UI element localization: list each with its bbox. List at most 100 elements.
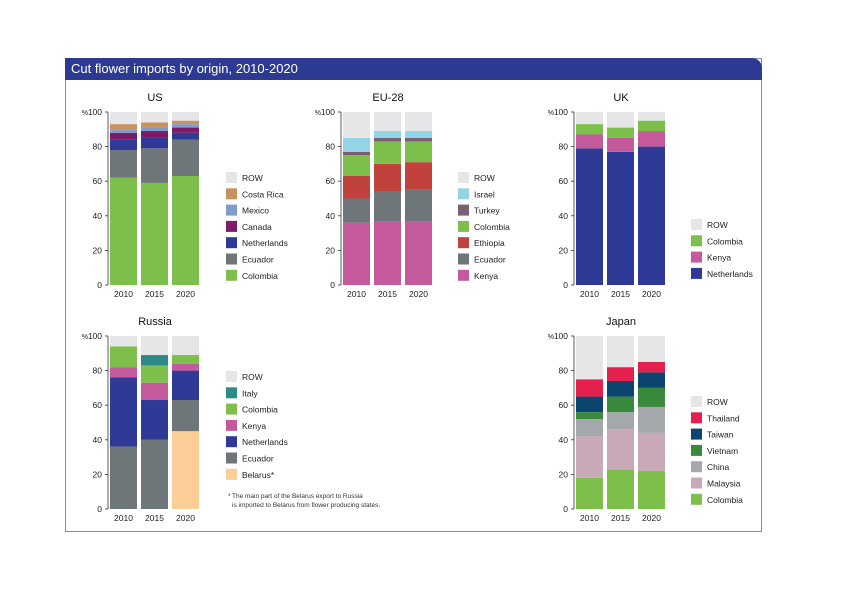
bar-segment-us [110,124,137,130]
x-tick-label-russia: 2010 [114,513,133,523]
x-tick-label-japan: 2010 [580,513,599,523]
bar-segment-uk [638,146,665,285]
legend-label-us: Mexico [242,206,269,216]
bar-segment-us [110,129,137,133]
chart-title-us: US [147,92,162,104]
legend-label-eu-28: Israel [474,189,495,199]
bar-segment-us [172,124,199,128]
x-tick-label-eu-28: 2015 [378,289,397,299]
bar-segment-uk [607,151,634,285]
legend-label-eu-28: Ethiopia [474,238,505,248]
legend-label-japan: China [707,462,729,472]
bar-segment-eu-28 [374,141,401,164]
bar-segment-us [110,150,137,178]
footnote-star: * [228,493,231,500]
bar-segment-japan [576,379,603,397]
bar-segment-japan [638,336,665,362]
legend-label-japan: Malaysia [707,479,741,489]
legend-label-eu-28: Ecuador [474,255,506,265]
bar-segment-uk [607,137,634,152]
bar-segment-us [110,112,137,125]
y-tick-label-uk: 80 [559,142,569,152]
legend-swatch-japan [691,396,702,407]
legend-label-uk: Netherlands [707,269,753,279]
legend-label-japan: Vietnam [707,446,738,456]
legend-swatch-eu-28 [458,172,469,183]
legend-swatch-eu-28 [458,204,469,216]
bar-segment-eu-28 [405,112,432,132]
legend-label-uk: ROW [707,220,728,230]
bar-segment-us [172,120,199,125]
legend-label-russia: Colombia [242,405,278,415]
bar-segment-russia [141,355,168,366]
y-tick-label-russia: 80 [93,366,103,376]
legend-swatch-russia [226,403,237,415]
y-tick-label-us: 60 [93,176,103,186]
bar-segment-russia [172,370,199,401]
legend-swatch-us [226,253,237,265]
y-unit-label-us: % [82,110,88,117]
legend-label-us: Colombia [242,271,278,281]
legend-label-japan: Thailand [707,413,740,423]
bar-segment-russia [172,355,199,364]
bar-segment-japan [576,419,603,437]
x-tick-label-russia: 2020 [176,513,195,523]
bar-segment-russia [172,431,199,509]
y-tick-label-uk: 100 [554,107,568,117]
y-tick-label-eu-28: 0 [330,280,335,290]
x-tick-label-us: 2020 [176,289,195,299]
bar-segment-eu-28 [343,151,370,156]
bar-segment-us [172,112,199,121]
legend-label-eu-28: ROW [474,173,495,183]
bar-segment-us [141,131,168,138]
bar-segment-us [172,139,199,177]
bar-segment-eu-28 [405,220,432,285]
bar-segment-russia [110,377,137,447]
legend-label-russia: Kenya [242,421,266,431]
bar-segment-uk [576,112,603,125]
x-tick-label-japan: 2020 [642,513,661,523]
legend-label-us: ROW [242,173,263,183]
bar-segment-uk [607,112,634,128]
bar-segment-eu-28 [405,141,432,163]
bar-segment-japan [607,429,634,470]
chart-title-eu-28: EU-28 [372,92,403,104]
bar-segment-us [141,127,168,132]
legend-label-japan: Colombia [707,495,743,505]
bar-segment-us [141,122,168,128]
bar-segment-eu-28 [343,222,370,285]
figure-title: Cut flower imports by origin, 2010-2020 [71,61,298,76]
footnote: * The main part of the Belarus export to… [228,492,381,510]
legend-label-uk: Kenya [707,253,731,263]
legend-swatch-russia [226,371,237,382]
bar-segment-japan [607,380,634,397]
legend-label-russia: ROW [242,372,263,382]
legend-swatch-us [226,220,237,232]
legend-swatch-japan [691,412,702,424]
legend-swatch-japan [691,444,702,456]
legend-label-uk: Colombia [707,236,743,246]
footnote-line-1: The main part of the Belarus export to R… [232,493,363,500]
x-tick-label-eu-28: 2010 [347,289,366,299]
y-tick-label-eu-28: 100 [321,107,335,117]
legend-label-eu-28: Kenya [474,271,498,281]
x-tick-label-us: 2015 [145,289,164,299]
legend-label-russia: Belarus* [242,470,275,480]
bar-segment-us [141,148,168,183]
legend-label-japan: ROW [707,397,728,407]
legend-swatch-uk [691,267,702,279]
footnote-line-2: is imported to Belarus from flower produ… [232,502,381,509]
x-tick-label-us: 2010 [114,289,133,299]
chart-title-japan: Japan [606,316,636,328]
legend-swatch-eu-28 [458,188,469,200]
bar-segment-eu-28 [405,137,432,142]
y-tick-label-russia: 60 [93,400,103,410]
bar-segment-us [172,176,199,285]
y-unit-label-eu-28: % [315,110,321,117]
bar-segment-uk [638,131,665,147]
legend-swatch-japan [691,428,702,440]
bar-segment-us [141,137,168,149]
y-unit-label-japan: % [548,334,554,341]
y-tick-label-russia: 0 [97,504,102,514]
y-tick-label-uk: 20 [559,245,569,255]
